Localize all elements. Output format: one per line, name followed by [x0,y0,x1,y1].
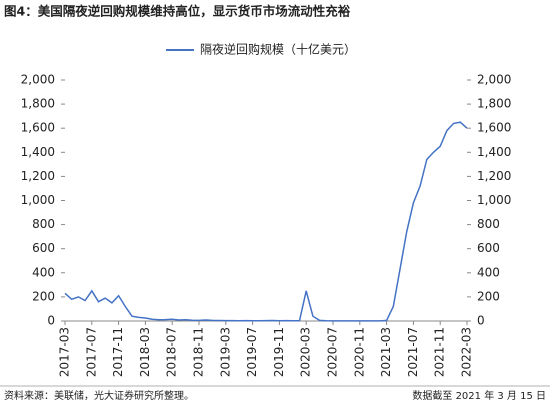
y-tick-label: 1,000 [21,193,55,207]
x-tick-label: 2018-03 [138,327,152,377]
x-tick-label: 2018-11 [192,327,206,377]
y-tick-label: 1,600 [21,121,55,135]
y-tick-label: 1,200 [21,169,55,183]
x-tick-label: 2017-11 [111,327,125,377]
x-tick-label: 2017-03 [58,327,72,377]
x-tick-label: 2019-11 [272,327,286,377]
y2-tick-label: 1,800 [477,97,511,111]
y-tick-label: 600 [32,241,55,255]
chart-title: 图4：美国隔夜逆回购规模维持高位，显示货币市场流动性充裕 [4,4,351,19]
y2-tick-label: 200 [477,289,500,303]
x-tick-label: 2019-07 [245,327,259,377]
y-tick-label: 0 [47,314,55,328]
y2-tick-label: 1,200 [477,169,511,183]
y2-tick-label: 400 [477,265,500,279]
x-tick-label: 2017-07 [84,327,98,377]
y2-tick-label: 1,400 [477,145,511,159]
x-tick-label: 2021-07 [406,327,420,377]
x-tick-label: 2022-03 [460,327,474,377]
y-tick-label: 200 [32,289,55,303]
x-tick-label: 2021-03 [379,327,393,377]
legend-label: 隔夜逆回购规模（十亿美元） [200,42,356,57]
y-tick-label: 1,800 [21,97,55,111]
x-tick-label: 2020-03 [299,327,313,377]
y2-tick-label: 2,000 [477,73,511,87]
source: 资料来源：美联储，光大证券研究所整理。 [4,389,194,402]
y2-tick-label: 600 [477,241,500,255]
y2-tick-label: 1,600 [477,121,511,135]
y-tick-label: 800 [32,217,55,231]
y2-tick-label: 1,000 [477,193,511,207]
y2-tick-label: 800 [477,217,500,231]
x-tick-label: 2018-07 [165,327,179,377]
y-tick-label: 2,000 [21,73,55,87]
y-tick-label: 400 [32,265,55,279]
y2-tick-label: 0 [477,314,485,328]
line-series [64,121,468,322]
x-tick-label: 2020-11 [352,327,366,377]
x-tick-label: 2021-11 [433,327,447,377]
x-tick-label: 2020-07 [326,327,340,377]
y-tick-label: 1,400 [21,145,55,159]
note: 数据截至 2021 年 3 月 15 日 [412,389,546,402]
x-tick-label: 2019-03 [218,327,232,377]
